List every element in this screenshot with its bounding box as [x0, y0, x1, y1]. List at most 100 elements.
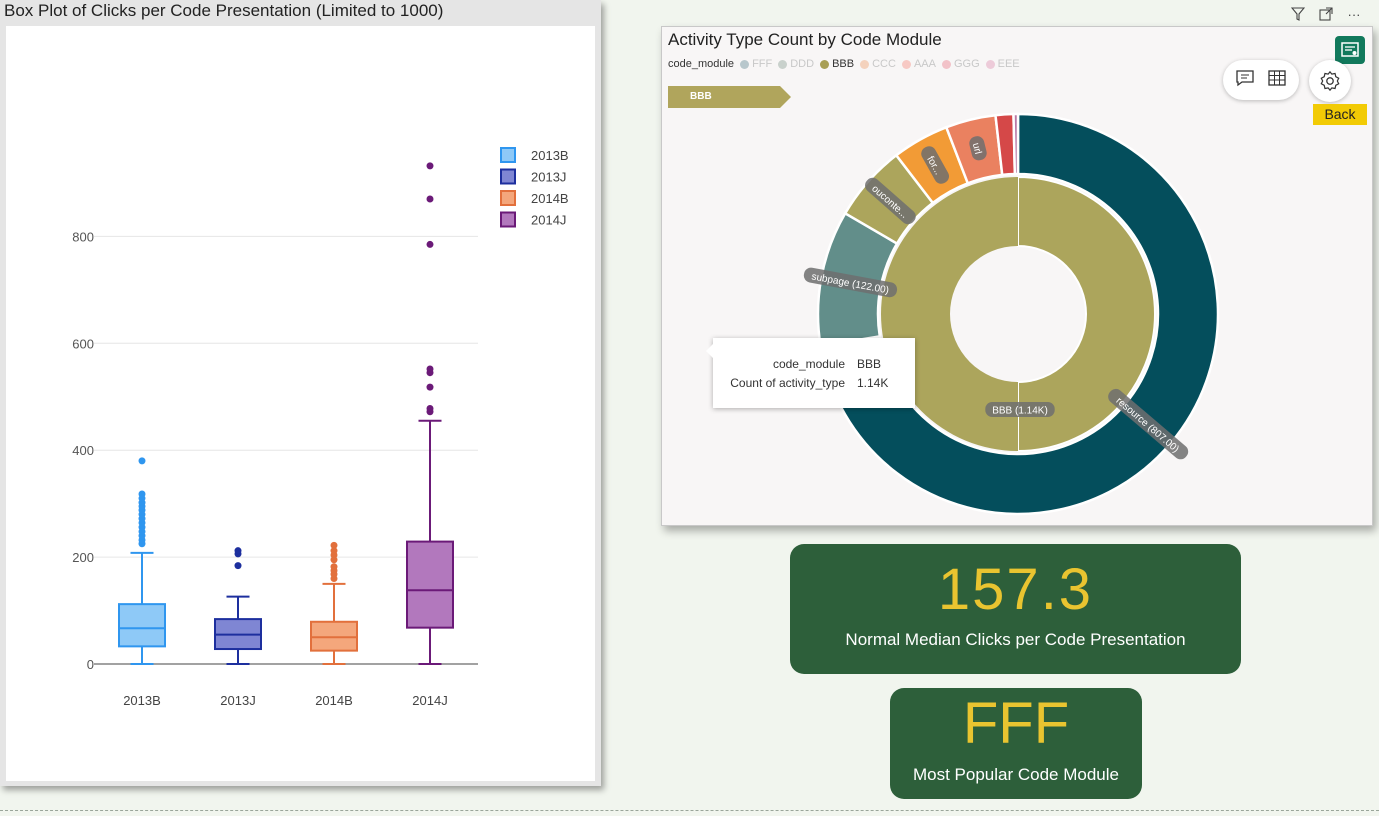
legend-swatch	[500, 168, 516, 185]
y-tick-label: 200	[72, 550, 94, 565]
median-kpi-value: 157.3	[937, 557, 1094, 622]
boxplot-visual[interactable]: 0 200 400 600 800 2013B 2013J 2014B 2014J 2013B 20…	[0, 0, 601, 786]
legend-label: CCC	[872, 58, 896, 70]
legend-label: 2014J	[531, 213, 566, 228]
segment-label-bg	[969, 136, 987, 161]
donut-title: Activity Type Count by Code Module	[668, 30, 942, 49]
box-body	[406, 540, 454, 629]
segment-label-text: url	[970, 142, 983, 155]
legend-dot	[941, 59, 951, 69]
boxplot-plot-area	[6, 26, 595, 781]
comment-icon[interactable]	[1235, 69, 1255, 92]
legend-item: 2014J	[500, 211, 566, 228]
page-bottom-border	[0, 810, 1379, 811]
x-tick-label: 2014B	[315, 693, 353, 708]
tooltip-value: 1.14K	[857, 376, 889, 390]
tooltip-key: code_module	[772, 357, 845, 371]
tooltip-key: Count of activity_type	[730, 376, 845, 390]
box-2013J	[214, 547, 262, 665]
y-tick-label: 800	[72, 229, 94, 244]
box-body	[118, 603, 166, 648]
legend-dot	[901, 59, 911, 69]
legend-label: DDD	[790, 58, 815, 70]
sunburst-chart: resource (807.00)subpage (122.00)ouconte…	[803, 112, 1220, 516]
legend-label: 2014B	[531, 191, 569, 206]
legend-label: GGG	[953, 58, 980, 70]
legend-item: 2014B	[500, 190, 569, 206]
visual-actions	[1223, 60, 1299, 100]
x-tick-label: 2013J	[220, 693, 255, 708]
box-2014J	[406, 162, 454, 665]
legend-label: 2013B	[531, 148, 569, 163]
y-tick-label: 0	[87, 657, 94, 672]
inner-ring-segment	[1017, 175, 1156, 453]
outlier-point	[426, 405, 434, 413]
legend-item-eee[interactable]: EEE	[985, 58, 1020, 70]
outlier-point	[330, 556, 338, 564]
legend-dot	[740, 59, 750, 69]
segment-label-bg	[921, 146, 950, 184]
median-kpi-card[interactable]: 157.3 Normal Median Clicks per Code Pres…	[790, 544, 1241, 674]
more-options-icon[interactable]: ···	[1347, 6, 1361, 22]
donut-visual[interactable]: Activity Type Count by Code Module code_…	[661, 26, 1373, 526]
legend-item-fff[interactable]: FFF	[740, 58, 772, 70]
outlier-point	[426, 365, 434, 373]
legend-label: 2013J	[531, 170, 566, 185]
drill-breadcrumb[interactable]: BBB	[668, 86, 791, 108]
outlier-point	[330, 547, 338, 555]
segment-label: url	[969, 136, 987, 161]
popular-module-kpi-card[interactable]: FFF Most Popular Code Module	[890, 688, 1142, 799]
focus-mode-icon[interactable]	[1316, 4, 1336, 24]
back-button[interactable]: Back	[1313, 104, 1367, 125]
outlier-point	[330, 563, 338, 571]
legend-swatch	[500, 147, 516, 163]
box-body	[310, 620, 358, 652]
settings-icon[interactable]	[1309, 60, 1351, 102]
median-kpi-label: Normal Median Clicks per Code Presentati…	[845, 630, 1186, 649]
segment-label-bg	[803, 267, 898, 298]
legend-label: FFF	[752, 58, 773, 70]
legend-title: code_module	[668, 58, 735, 70]
boxplot-chart: 0 200 400 600 800 2013B 2013J 2014B 2014J 2013B 20…	[6, 26, 595, 781]
outlier-point	[426, 162, 434, 170]
box-2014B	[310, 541, 358, 665]
legend-label: AAA	[913, 58, 936, 70]
popular-module-kpi-value: FFF	[962, 691, 1070, 756]
x-tick-label: 2014J	[412, 693, 447, 708]
filter-icon[interactable]	[1288, 4, 1308, 24]
legend-item-ggg[interactable]: GGG	[941, 58, 980, 70]
legend-dot	[820, 59, 830, 69]
tooltip-row: code_module BBB	[713, 357, 915, 371]
report-icon[interactable]	[1335, 36, 1365, 64]
legend-item-bbb[interactable]: BBB	[820, 58, 854, 70]
tooltip-row: Count of activity_type 1.14K	[713, 376, 915, 390]
legend-item-ddd[interactable]: DDD	[778, 58, 814, 70]
y-tick-label: 600	[72, 336, 94, 351]
legend-dot	[778, 59, 788, 69]
legend-swatch	[500, 190, 516, 206]
legend-dot	[985, 59, 995, 69]
legend-item-ccc[interactable]: CCC	[860, 58, 896, 70]
boxplot-title: Box Plot of Clicks per Code Presentation…	[4, 1, 444, 20]
center-label: BBB (1.14K)	[985, 402, 1055, 417]
legend-label: BBB	[832, 58, 855, 70]
table-icon[interactable]	[1267, 69, 1287, 92]
outlier-point	[330, 541, 338, 549]
center-label-bg	[985, 402, 1055, 417]
legend-item: 2013J	[500, 168, 566, 185]
legend-dot	[860, 59, 870, 69]
legend-label: EEE	[997, 58, 1020, 70]
legend-item-aaa[interactable]: AAA	[901, 58, 936, 70]
x-tick-label: 2013B	[123, 693, 161, 708]
tooltip-value: BBB	[857, 357, 882, 371]
outlier-point	[426, 195, 434, 203]
center-label-text: BBB (1.14K)	[992, 406, 1048, 417]
outlier-point	[426, 240, 434, 248]
legend-swatch	[500, 211, 516, 228]
popular-module-kpi-label: Most Popular Code Module	[912, 765, 1119, 784]
box-2013B	[118, 457, 166, 665]
outlier-point	[234, 547, 242, 555]
chart-tooltip: code_module BBB Count of activity_type 1…	[706, 338, 915, 408]
outlier-point	[138, 457, 146, 465]
legend-item: 2013B	[500, 147, 569, 163]
